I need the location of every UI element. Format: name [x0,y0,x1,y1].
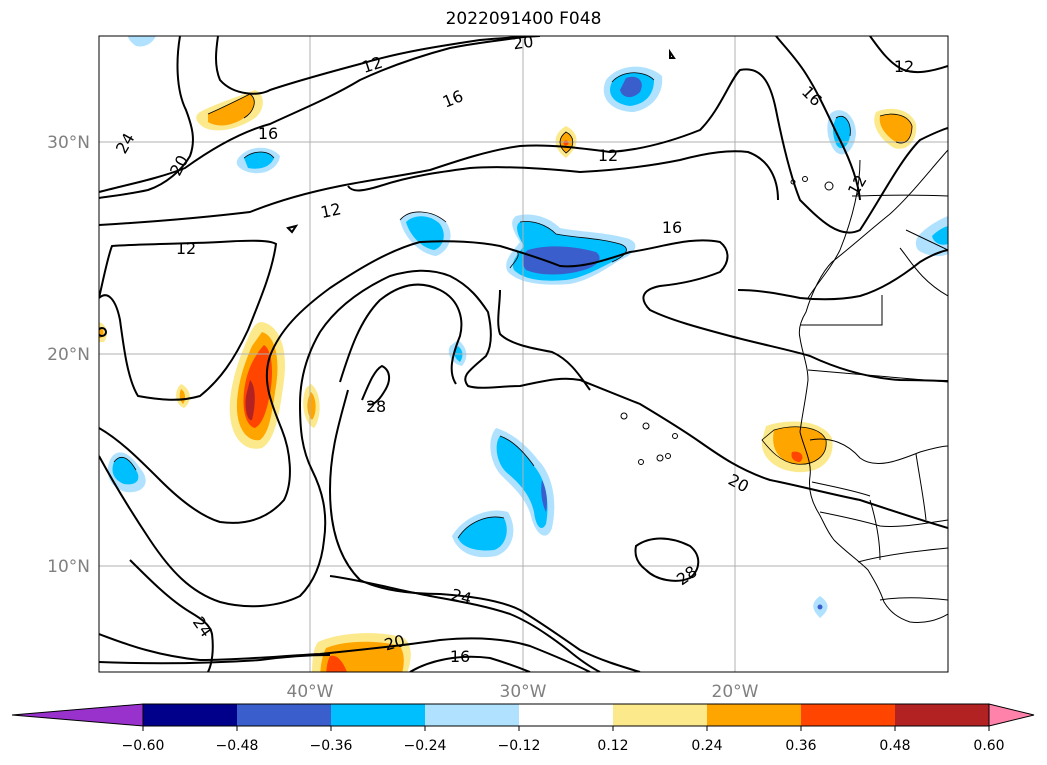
colorbar-tick-label: −0.48 [216,738,259,754]
colorbar-tick-label: 0.48 [879,738,910,754]
contour-label-12-b: 12 [894,57,914,76]
colorbar-segment [613,704,708,726]
map-frame [98,35,949,673]
contour-label-16-b: 16 [258,124,278,143]
contour-label-28-a: 28 [366,397,386,416]
anomaly-outlines [113,72,913,539]
colorbar-tick-label: 0.36 [785,738,816,754]
colorbar-segment [331,704,426,726]
contour-label-16-e: 16 [450,647,470,666]
map-gridlines [99,36,948,672]
contour-lines [99,36,948,672]
colorbar-segments [11,703,1035,727]
colorbar-segment [237,704,332,726]
lat-labels: 30°N 20°N 10°N [47,133,90,577]
colorbar-segment [895,704,990,726]
colorbar-tick-label: −0.60 [122,738,165,754]
contour-label-24-b: 24 [449,585,474,609]
contour-label-20-a: 20 [512,32,535,54]
colorbar-ticks: −0.60 −0.48 −0.36 −0.24 −0.12 0.12 0.24 0.36 0.4… [122,726,1005,754]
contour-label-16-d: 16 [662,218,682,237]
contour-label-16-a: 16 [440,86,466,111]
contour-label-12-d: 12 [844,172,871,199]
contour-label-12-f: 12 [319,199,343,222]
shaded-anomalies [99,36,948,672]
colorbar-segment [801,704,896,726]
contour-label-20-d: 20 [382,631,407,655]
contour-label-12-e: 12 [176,239,196,258]
colorbar-segment [519,704,614,726]
colorbar-frame [142,703,990,727]
map-title: 2022091400 F048 [445,9,602,29]
small-contour-islands [99,48,676,337]
colorbar-segment [143,704,238,726]
colorbar-segment [425,704,520,726]
colorbar-tick-label: −0.12 [498,738,541,754]
contour-label-24-a: 24 [112,130,139,157]
colorbar-tick-label: 0.12 [597,738,628,754]
contour-label-12-c: 12 [598,146,618,165]
contour-label-16-c: 16 [798,82,826,110]
colorbar-extend-low [11,703,144,727]
lon-label-40w: 40°W [287,682,334,702]
lat-label-30n: 30°N [47,133,90,153]
lat-label-20n: 20°N [47,345,90,365]
colorbar-tick-label: −0.24 [404,738,447,754]
colorbar-tick-label: 0.60 [973,738,1004,754]
contour-label-12-a: 12 [360,53,385,77]
colorbar: −0.60 −0.48 −0.36 −0.24 −0.12 0.12 0.24 0.36 0.4… [11,703,1035,754]
lon-label-20w: 20°W [712,682,759,702]
map-plot: 12 20 16 24 20 12 16 12 16 12 16 12 28 2… [99,32,948,672]
contour-label-20-c: 20 [725,470,752,496]
coastlines [620,149,948,623]
lat-label-10n: 10°N [47,557,90,577]
lon-label-30w: 30°W [500,682,547,702]
colorbar-segment [707,704,802,726]
colorbar-tick-label: 0.24 [691,738,722,754]
contour-label-20-b: 20 [166,152,192,179]
colorbar-tick-label: −0.36 [310,738,353,754]
colorbar-extend-high [988,703,1035,727]
lon-labels: 40°W 30°W 20°W [287,682,759,702]
